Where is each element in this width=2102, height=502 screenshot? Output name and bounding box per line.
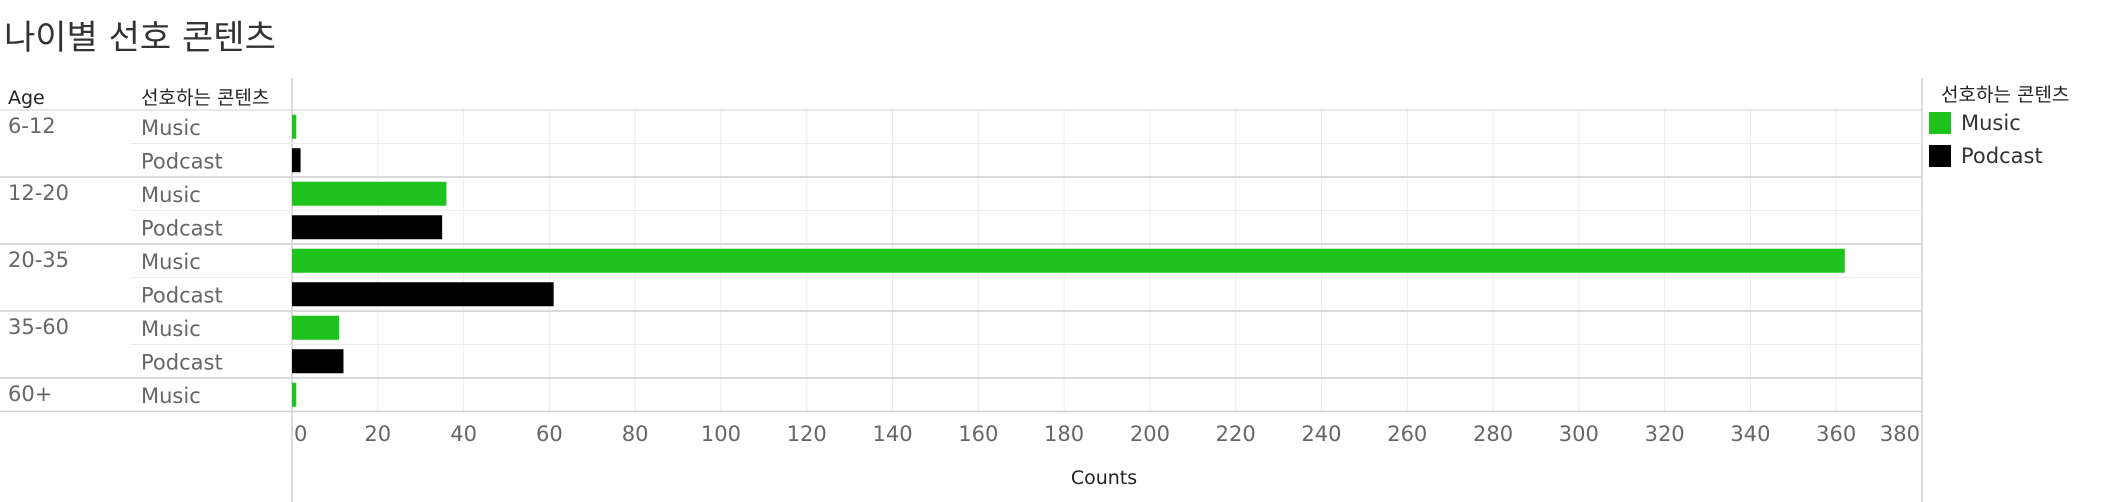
chart-rows: 6-12 Music Podcast 12-20 Music Podcast 20-35 Mu… <box>0 114 1922 413</box>
x-tick-label: 200 <box>1130 422 1170 446</box>
bar-35-60-music <box>292 315 340 340</box>
x-tick-label: 160 <box>958 422 998 446</box>
content-label: Music <box>141 384 201 408</box>
x-axis-title: Counts <box>1071 467 1137 489</box>
x-tick-label: 280 <box>1473 422 1513 446</box>
age-label: 60+ <box>8 382 52 406</box>
content-label: Podcast <box>141 350 223 374</box>
legend-label-music: Music <box>1961 111 2021 135</box>
bar-35-60-podcast <box>292 349 344 374</box>
bar-6-12-music <box>292 114 297 139</box>
x-tick-label: 80 <box>622 422 649 446</box>
legend-label-podcast: Podcast <box>1961 144 2043 168</box>
content-label: Podcast <box>141 216 223 240</box>
age-label: 6-12 <box>8 114 56 138</box>
bar-60+-music <box>292 382 297 407</box>
x-tick-label: 100 <box>701 422 741 446</box>
x-tick-label: 380 <box>1880 422 1920 446</box>
x-tick-label: 220 <box>1216 422 1256 446</box>
x-axis-ticks: 0 20 40 60 80 100 120 140 160 180 200 220 240 260 280 3… <box>294 422 1920 446</box>
bar-12-20-music <box>292 181 447 206</box>
legend-swatch-music <box>1929 112 1951 134</box>
age-label: 35-60 <box>8 315 69 339</box>
x-tick-label: 60 <box>536 422 563 446</box>
x-tick-label: 360 <box>1816 422 1856 446</box>
chart-bars <box>292 114 1845 407</box>
age-label: 20-35 <box>8 248 69 272</box>
x-tick-label: 40 <box>450 422 477 446</box>
x-tick-label: 140 <box>872 422 912 446</box>
x-tick-label: 180 <box>1044 422 1084 446</box>
content-label: Podcast <box>141 283 223 307</box>
x-tick-label: 20 <box>364 422 391 446</box>
bar-6-12-podcast <box>292 148 301 173</box>
x-tick-label: 260 <box>1387 422 1427 446</box>
row-header-age: Age <box>8 87 45 109</box>
legend[interactable]: 선호하는 콘텐츠 Music Podcast <box>1929 84 2069 168</box>
content-label: Podcast <box>141 149 223 173</box>
row-header-content: 선호하는 콘텐츠 <box>141 87 269 109</box>
content-label: Music <box>141 116 201 140</box>
x-tick-label: 120 <box>787 422 827 446</box>
bar-20-35-podcast <box>292 282 554 307</box>
x-tick-label: 240 <box>1301 422 1341 446</box>
content-label: Music <box>141 183 201 207</box>
bar-12-20-podcast <box>292 215 443 240</box>
legend-title: 선호하는 콘텐츠 <box>1941 84 2069 106</box>
x-tick-label: 320 <box>1645 422 1685 446</box>
legend-swatch-podcast <box>1929 145 1951 167</box>
x-tick-label: 300 <box>1559 422 1599 446</box>
content-label: Music <box>141 317 201 341</box>
bar-20-35-music <box>292 248 1845 273</box>
content-label: Music <box>141 250 201 274</box>
chart-title: 나이별 선호 콘텐츠 <box>4 18 276 58</box>
x-tick-label: 0 <box>294 422 307 446</box>
x-tick-label: 340 <box>1730 422 1770 446</box>
age-label: 12-20 <box>8 181 69 205</box>
